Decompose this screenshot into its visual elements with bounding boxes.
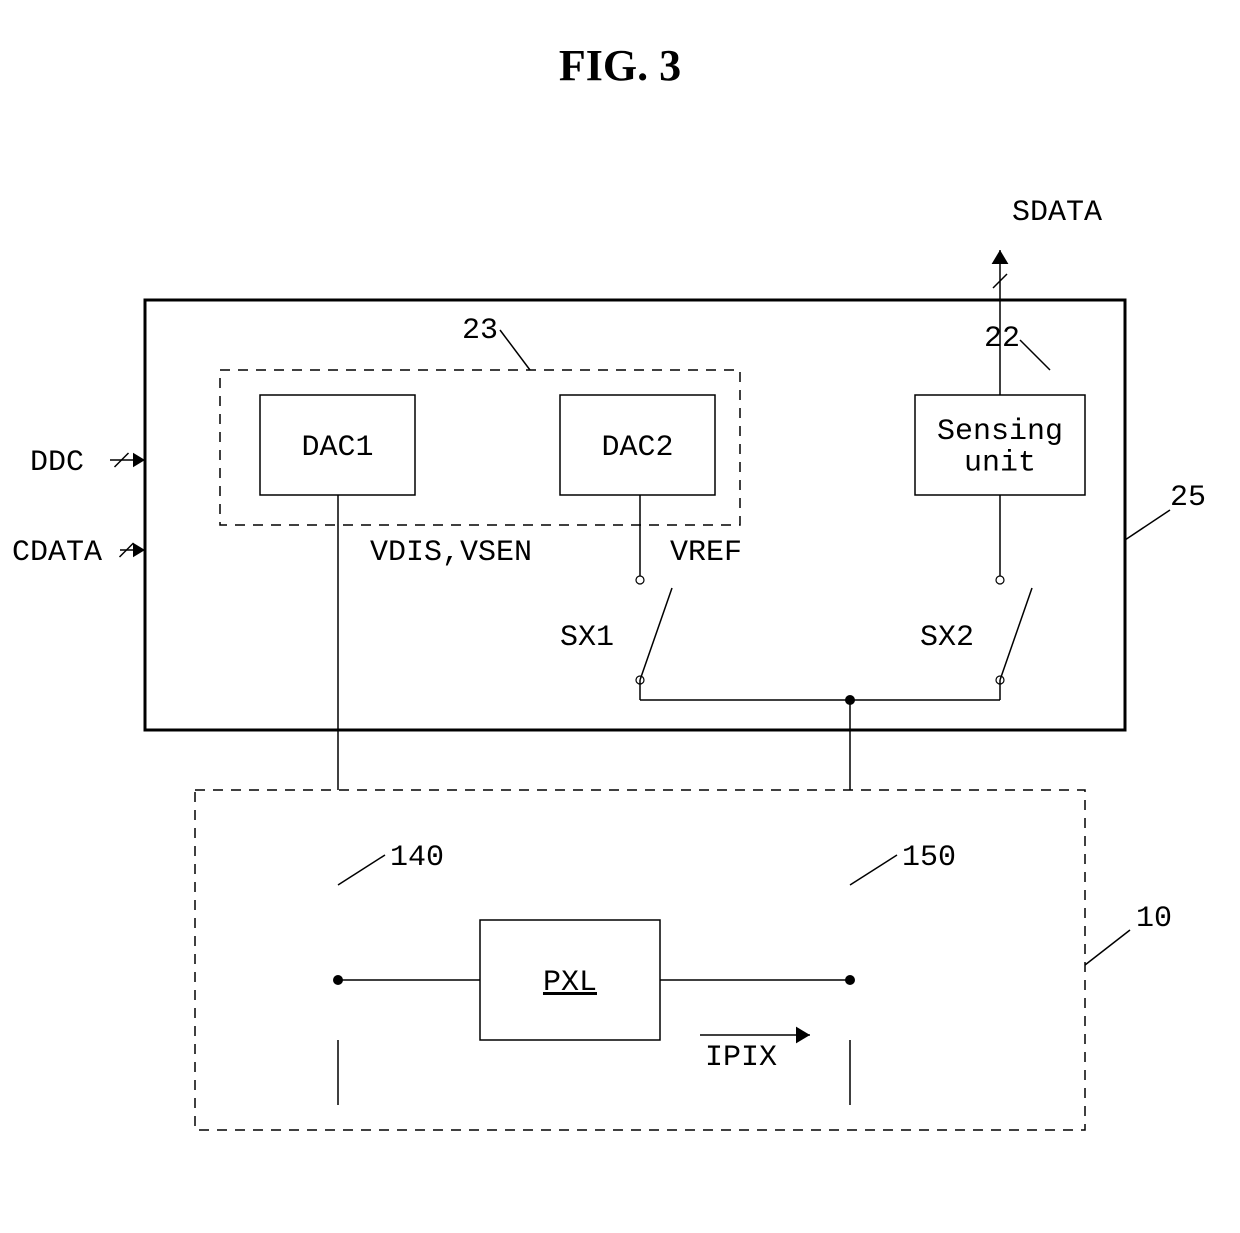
- junction-dot: [333, 975, 343, 985]
- vdis-vsen-label: VDIS,VSEN: [370, 536, 532, 570]
- ref-22: 22: [984, 322, 1020, 356]
- arrow-head: [133, 543, 145, 557]
- arrow-head: [133, 453, 145, 467]
- leader-10: [1085, 930, 1130, 965]
- ref-150: 150: [902, 841, 956, 875]
- junction-dot: [845, 975, 855, 985]
- junction-dot: [845, 695, 855, 705]
- ddc-label: DDC: [30, 446, 84, 480]
- dac1-label: DAC1: [301, 431, 373, 465]
- switch-terminal: [996, 576, 1004, 584]
- ref-140: 140: [390, 841, 444, 875]
- sx2-label: SX2: [920, 621, 974, 655]
- arrow-head: [992, 250, 1009, 264]
- cdata-label: CDATA: [12, 536, 102, 570]
- vref-label: VREF: [670, 536, 742, 570]
- switch-terminal: [636, 576, 644, 584]
- leader-25: [1125, 510, 1170, 540]
- ref-10: 10: [1136, 902, 1172, 936]
- figure-title: FIG. 3: [559, 41, 681, 90]
- ref-23: 23: [462, 314, 498, 348]
- sdata-label: SDATA: [1012, 196, 1102, 230]
- ipix-label: IPIX: [705, 1041, 777, 1075]
- dac2-label: DAC2: [601, 431, 673, 465]
- ref-25: 25: [1170, 481, 1206, 515]
- pxl-label: PXL: [543, 966, 597, 1000]
- sx1-label: SX1: [560, 621, 614, 655]
